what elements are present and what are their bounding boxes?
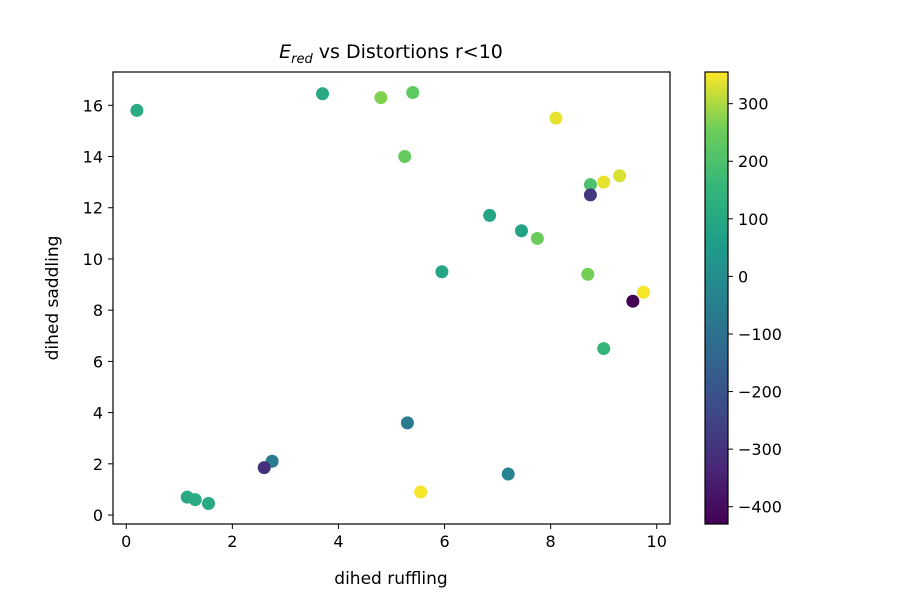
scatter-point — [400, 416, 414, 430]
y-axis-label: dihed saddling — [43, 236, 63, 361]
colorbar-tick-label: 300 — [738, 95, 769, 114]
y-axis-ticks: 0 2 4 6 8 10 12 14 16 — [83, 96, 113, 525]
colorbar-tick-label: −100 — [738, 325, 782, 344]
scatter-point — [130, 103, 144, 117]
y-tick-label: 10 — [83, 250, 103, 269]
scatter-point — [398, 150, 412, 164]
y-tick-label: 14 — [83, 148, 103, 167]
scatter-point — [549, 111, 563, 125]
colorbar-tick-label: −300 — [738, 440, 782, 459]
x-axis-ticks: 0 2 4 6 8 10 — [121, 524, 667, 551]
y-tick-label: 4 — [93, 404, 103, 423]
y-tick-label: 12 — [83, 199, 103, 218]
scatter-point — [583, 188, 597, 202]
scatter-point — [636, 285, 650, 299]
colorbar-ticks: 300 200 100 0 −100 −200 −300 −400 — [728, 95, 782, 517]
scatter-point — [597, 175, 611, 189]
scatter-point — [583, 178, 597, 192]
y-tick-label: 0 — [93, 506, 103, 525]
y-tick-label: 2 — [93, 455, 103, 474]
scatter-point — [406, 85, 420, 99]
x-tick-label: 0 — [121, 532, 131, 551]
scatter-point — [188, 493, 202, 507]
y-tick-label: 8 — [93, 301, 103, 320]
scatter-point — [201, 497, 215, 511]
scatter-points — [130, 85, 650, 511]
scatter-point — [257, 461, 271, 475]
colorbar-tick-label: 100 — [738, 210, 769, 229]
colorbar-tick-label: 200 — [738, 152, 769, 171]
plot-area-frame — [112, 71, 671, 525]
scatter-point — [414, 485, 428, 499]
x-axis-label: dihed ruffling — [334, 569, 447, 589]
scatter-point — [613, 169, 627, 183]
scatter-point — [597, 342, 611, 356]
colorbar-tick-label: 0 — [738, 267, 748, 286]
scatter-point — [483, 208, 497, 222]
scatter-point — [581, 267, 595, 281]
scatter-point — [435, 265, 449, 279]
x-tick-label: 4 — [333, 532, 343, 551]
chart-title: Ered vs Distortions r<10 — [279, 41, 503, 67]
x-tick-label: 8 — [546, 532, 556, 551]
y-tick-label: 16 — [83, 96, 103, 115]
x-tick-label: 2 — [227, 532, 237, 551]
scatter-point — [626, 294, 640, 308]
colorbar-tick-label: −400 — [738, 498, 782, 517]
x-tick-label: 6 — [439, 532, 449, 551]
colorbar — [704, 71, 729, 525]
scatter-point — [514, 224, 528, 238]
x-tick-label: 10 — [647, 532, 667, 551]
scatter-point — [316, 87, 330, 101]
scatter-point — [374, 91, 388, 105]
colorbar-tick-label: −200 — [738, 383, 782, 402]
scatter-point — [530, 231, 544, 245]
y-tick-label: 6 — [93, 352, 103, 371]
scatter-point — [501, 467, 515, 481]
